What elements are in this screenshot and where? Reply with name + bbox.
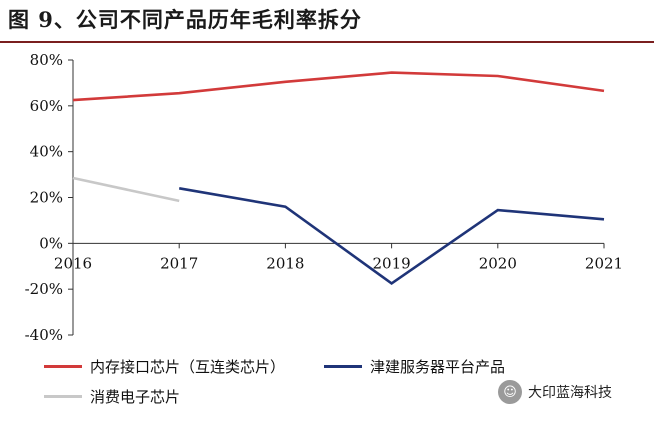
watermark-text: 大印蓝海科技 bbox=[528, 385, 612, 401]
x-tick-label: 2017 bbox=[160, 254, 198, 272]
x-tick-label: 2018 bbox=[266, 254, 304, 272]
y-tick-label: -40% bbox=[25, 326, 63, 344]
y-tick-label: 40% bbox=[30, 143, 63, 161]
chart-title: 图 9、公司不同产品历年毛利率拆分 bbox=[8, 7, 362, 32]
y-tick-label: 80% bbox=[30, 51, 63, 69]
series-line-2 bbox=[72, 176, 180, 203]
legend-item-server: 津建服务器平台产品 bbox=[324, 356, 505, 377]
legend-item-consumer: 消费电子芯片 bbox=[44, 386, 180, 407]
series-line-1 bbox=[178, 187, 605, 285]
x-tick-label: 2016 bbox=[54, 254, 92, 272]
legend-label-memory: 内存接口芯片（互连类芯片） bbox=[90, 358, 286, 376]
watermark: ☺ 大印蓝海科技 bbox=[498, 380, 612, 404]
series-line-0 bbox=[72, 71, 605, 102]
legend-label-server: 津建服务器平台产品 bbox=[370, 358, 506, 376]
wechat-icon: ☺ bbox=[498, 380, 522, 404]
x-tick-label: 2019 bbox=[373, 254, 411, 272]
legend-swatch-server bbox=[324, 365, 362, 368]
title-divider bbox=[0, 41, 654, 43]
y-tick-label: 20% bbox=[30, 189, 63, 207]
y-tick-label: 60% bbox=[30, 97, 63, 115]
legend-item-memory: 内存接口芯片（互连类芯片） bbox=[44, 356, 285, 377]
y-tick-label: 0% bbox=[39, 234, 63, 252]
legend-swatch-memory bbox=[44, 365, 82, 368]
x-tick-label: 2020 bbox=[479, 254, 517, 272]
x-tick-label: 2021 bbox=[585, 254, 623, 272]
legend-label-consumer: 消费电子芯片 bbox=[90, 388, 181, 406]
legend-swatch-consumer bbox=[44, 395, 82, 398]
y-tick-label: -20% bbox=[25, 280, 63, 298]
